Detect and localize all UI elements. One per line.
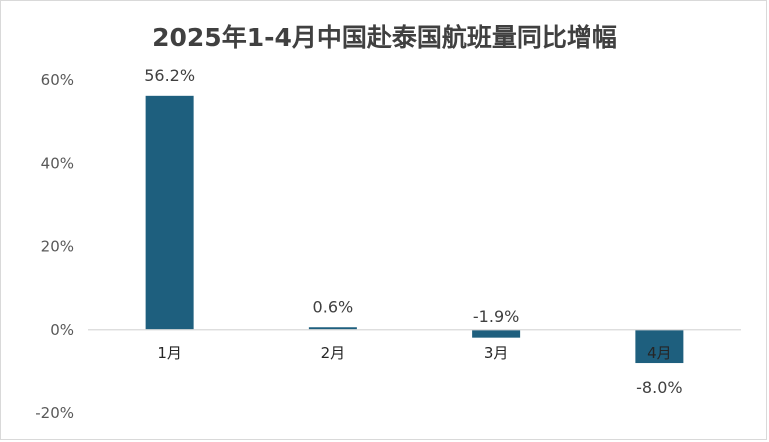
data-label: -8.0%: [636, 378, 682, 397]
bar-2: [308, 327, 357, 330]
x-tick-label: 1月: [157, 344, 182, 362]
y-tick-label: 0%: [50, 321, 74, 339]
data-label: -1.9%: [473, 307, 519, 326]
data-label: 56.2%: [144, 66, 195, 85]
y-tick-label: 60%: [41, 71, 74, 89]
bar-1: [145, 95, 194, 330]
data-label: 0.6%: [313, 297, 354, 316]
x-tick-label: 2月: [321, 344, 346, 362]
chart-title: 2025年1-4月中国赴泰国航班量同比增幅: [152, 23, 617, 52]
y-tick-label: 20%: [41, 238, 74, 256]
x-tick-label: 3月: [484, 344, 509, 362]
bar-3: [472, 329, 521, 338]
y-tick-label: 40%: [41, 154, 74, 172]
y-tick-label: -20%: [35, 404, 74, 422]
x-tick-label: 4月: [647, 344, 672, 362]
bar-4: [635, 329, 684, 364]
